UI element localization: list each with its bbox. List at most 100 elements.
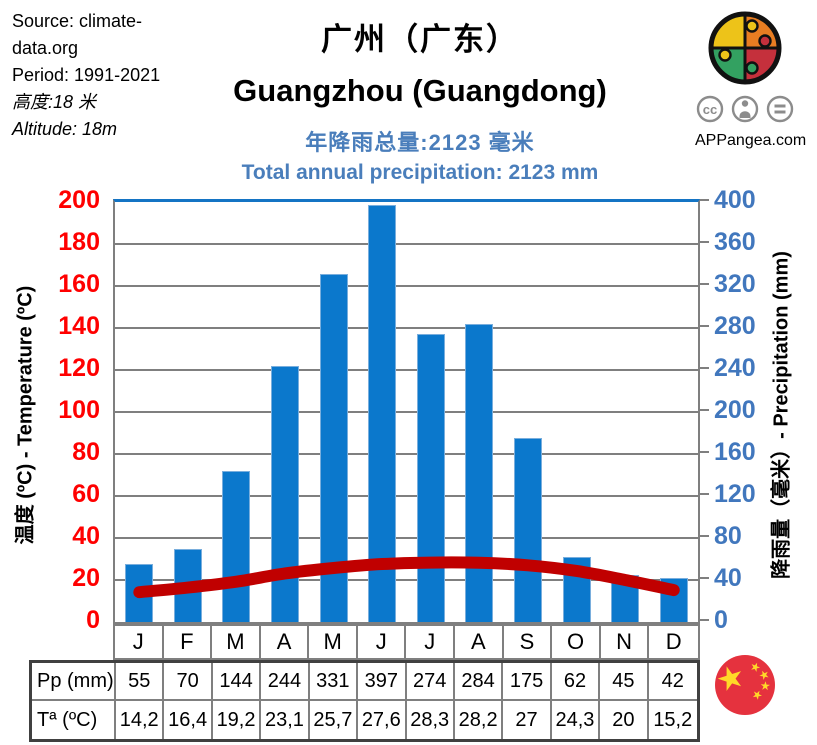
right-tick-mark — [700, 199, 709, 201]
left-tick-label: 0 — [86, 606, 100, 634]
right-tick-mark — [700, 325, 709, 327]
table-cell: 62 — [551, 663, 601, 701]
source-line-1: Source: climate- — [12, 11, 143, 31]
grid-line — [115, 285, 698, 287]
flag-small-star: ★ — [749, 688, 766, 702]
table-cell: 25,7 — [310, 701, 359, 739]
temperature-line — [133, 556, 680, 599]
left-tick-label: 160 — [58, 270, 100, 298]
left-tick-label: 120 — [58, 354, 100, 382]
left-tick-label: 100 — [58, 396, 100, 424]
right-tick-label: 280 — [714, 312, 756, 340]
table-cell: 14,2 — [116, 701, 165, 739]
attribution-person-icon — [731, 95, 759, 123]
subtitle-en: Total annual precipitation: 2123 mm — [241, 161, 599, 184]
grid-line — [115, 369, 698, 371]
table-cell: 28,2 — [455, 701, 504, 739]
month-cell: F — [164, 626, 213, 658]
month-cell: J — [406, 626, 456, 658]
grid-line — [115, 453, 698, 455]
right-tick-label: 160 — [714, 438, 756, 466]
right-tick-label: 400 — [714, 186, 756, 214]
table-row-label: Pp (mm) — [32, 663, 116, 701]
right-tick-label: 0 — [714, 606, 728, 634]
table-cell: 42 — [648, 663, 697, 701]
right-tick-mark — [700, 451, 709, 453]
month-cell: S — [504, 626, 553, 658]
right-tick-mark — [700, 535, 709, 537]
right-tick-label: 240 — [714, 354, 756, 382]
precip-bar — [416, 334, 445, 622]
right-tick-mark — [700, 493, 709, 495]
month-cell: A — [455, 626, 504, 658]
table-cell: 20 — [600, 701, 649, 739]
flag-big-star: ★ — [715, 656, 750, 700]
left-tick-label: 20 — [72, 564, 100, 592]
subtitle-zh: 年降雨总量:2123 毫米 — [305, 130, 535, 155]
period-line: Period: 1991-2021 — [12, 65, 161, 85]
precip-bar — [513, 438, 542, 622]
china-flag-icon: ★ ★ ★ ★ ★ — [715, 655, 775, 715]
table-cell: 331 — [309, 663, 359, 701]
page-title-zh: 广州（广东） — [321, 22, 519, 57]
grid-line — [115, 495, 698, 497]
month-cell: J — [115, 626, 164, 658]
right-tick-mark — [700, 619, 709, 621]
right-tick-mark — [700, 241, 709, 243]
table-cell: 45 — [600, 663, 649, 701]
month-cell: O — [552, 626, 601, 658]
table-cell: 70 — [164, 663, 213, 701]
source-info-block: Source: climate- data.org Period: 1991-2… — [12, 8, 160, 143]
table-cell: 27,6 — [358, 701, 407, 739]
grid-line — [115, 327, 698, 329]
source-line-2: data.org — [12, 38, 79, 58]
month-cell: D — [665, 629, 682, 654]
branding-block: cc APPangea.com — [695, 8, 806, 150]
month-cell: A — [261, 626, 310, 658]
table-cell: 23,1 — [261, 701, 310, 739]
month-cell: N — [601, 626, 650, 658]
equals-icon — [766, 95, 794, 123]
grid-line — [115, 579, 698, 581]
table-cell: 244 — [261, 663, 310, 701]
svg-text:cc: cc — [703, 102, 717, 117]
right-tick-mark — [700, 409, 709, 411]
right-tick-label: 40 — [714, 564, 742, 592]
climate-plot-area — [113, 199, 700, 624]
right-tick-label: 80 — [714, 522, 742, 550]
cc-icon: cc — [696, 95, 724, 123]
month-cell: M — [309, 626, 358, 658]
month-cell: M — [212, 626, 261, 658]
cc-license-icons: cc — [696, 95, 794, 123]
left-tick-label: 80 — [72, 438, 100, 466]
precip-bar — [465, 323, 494, 622]
right-tick-label: 200 — [714, 396, 756, 424]
altitude-en: Altitude: 18m — [12, 119, 118, 139]
left-tick-label: 180 — [58, 228, 100, 256]
grid-line — [115, 411, 698, 413]
right-tick-mark — [700, 367, 709, 369]
left-tick-label: 140 — [58, 312, 100, 340]
table-cell: 27 — [503, 701, 552, 739]
table-cell: 15,2 — [653, 708, 693, 731]
right-tick-mark — [700, 283, 709, 285]
table-cell: 24,3 — [552, 701, 601, 739]
table-cell: 16,4 — [164, 701, 213, 739]
page-title-en: Guangzhou (Guangdong) — [233, 73, 607, 108]
table-cell: 274 — [406, 663, 455, 701]
title-block: 广州（广东） Guangzhou (Guangdong) 年降雨总量:2123 … — [115, 14, 725, 185]
month-cell: J — [358, 626, 407, 658]
altitude-zh: 高度:18 米 — [12, 92, 97, 112]
right-tick-label: 120 — [714, 480, 756, 508]
grid-line — [115, 537, 698, 539]
right-tick-label: 360 — [714, 228, 756, 256]
table-cell: 397 — [358, 663, 407, 701]
table-row-label: Tª (ºC) — [32, 701, 116, 739]
climate-data-table: Pp (mm) 55 70 144 244 331 397 274 284 175 62 45 42 Tª… — [29, 660, 700, 742]
left-tick-label: 200 — [58, 186, 100, 214]
left-tick-label: 60 — [72, 480, 100, 508]
table-cell: 175 — [503, 663, 552, 701]
right-tick-label: 320 — [714, 270, 756, 298]
